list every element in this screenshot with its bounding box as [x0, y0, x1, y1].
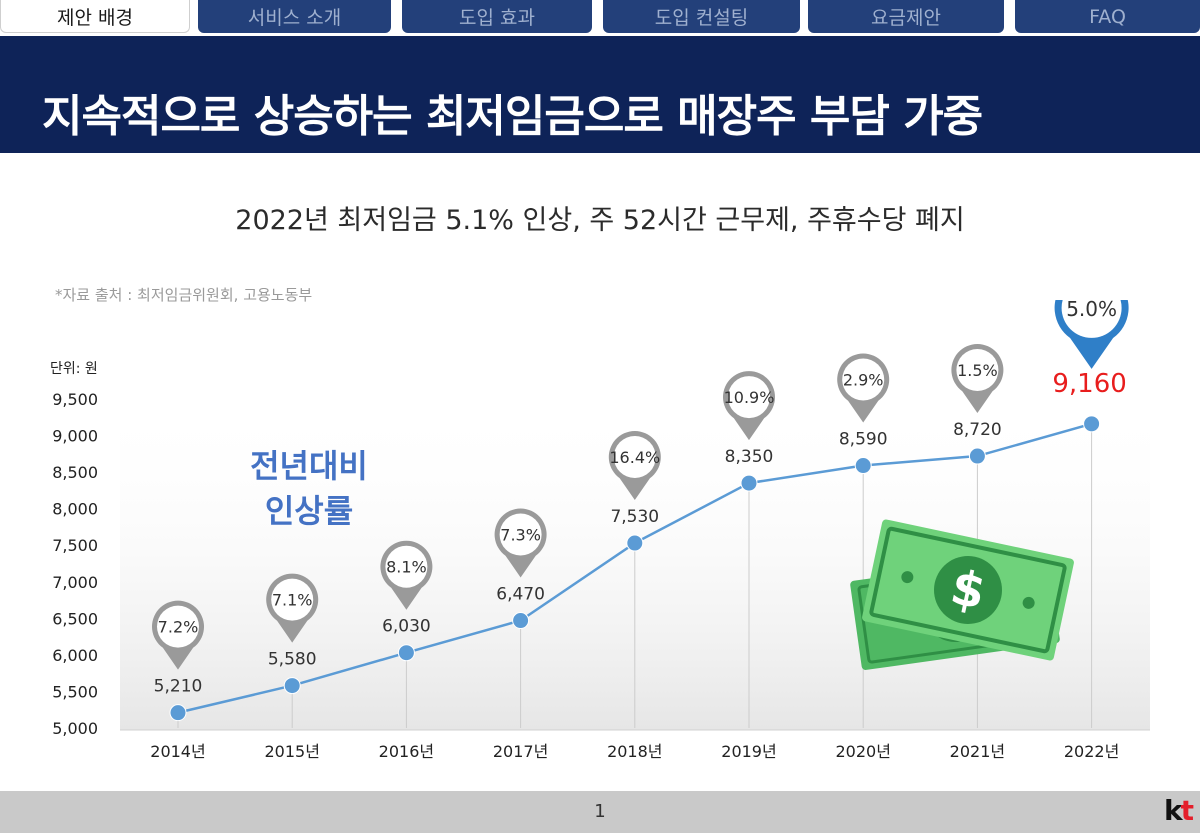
data-label: 7,530	[610, 507, 659, 527]
header-banner: 지속적으로 상승하는 최저임금으로 매장주 부담 가중	[0, 36, 1200, 153]
y-tick-label: 7,500	[52, 536, 98, 555]
kt-logo: kt	[1163, 794, 1194, 827]
data-label: 6,030	[382, 617, 431, 637]
data-label: 6,470	[496, 585, 545, 605]
page-number: 1	[594, 801, 606, 822]
map-pin-icon: 5.0%	[1054, 300, 1129, 369]
y-tick-label: 5,500	[52, 682, 98, 701]
pin-center	[385, 545, 428, 588]
pin-center	[1061, 300, 1122, 338]
line-chart: 5,000 5,500 6,000 6,500 7,000 7,500 8,000 8,500…	[50, 300, 1150, 761]
data-label: 5,580	[268, 650, 317, 670]
map-pin-icon: 16.4%	[608, 431, 661, 501]
pin-center	[613, 436, 656, 479]
growth-rate-label: 7.2%	[158, 618, 199, 637]
data-point	[169, 704, 187, 722]
pin-center	[499, 513, 542, 556]
map-pin-icon: 7.1%	[266, 573, 319, 643]
tab-6[interactable]: FAQ	[1015, 0, 1200, 33]
x-tick-label: 2022년	[1064, 742, 1119, 761]
tab-1[interactable]: 제안 배경	[0, 0, 190, 33]
tab-3[interactable]: 도입 효과	[402, 0, 592, 33]
y-tick-label: 8,500	[52, 463, 98, 482]
data-point	[968, 447, 986, 465]
data-point	[283, 677, 301, 695]
data-point	[397, 644, 415, 662]
x-tick-label: 2016년	[379, 742, 434, 761]
data-label: 8,720	[953, 420, 1002, 440]
data-point	[740, 474, 758, 492]
y-tick-label: 9,500	[52, 390, 98, 409]
footer-bar: 1 kt	[0, 791, 1200, 833]
tab-bar: 제안 배경 서비스 소개 도입 효과 도입 컨설팅 요금제안 FAQ	[0, 0, 1200, 40]
map-pin-icon: 1.5%	[951, 344, 1004, 414]
map-pin-icon: 7.3%	[494, 508, 547, 578]
x-tick-label: 2021년	[950, 742, 1005, 761]
x-tick-label: 2015년	[264, 742, 319, 761]
data-label: 5,210	[154, 677, 203, 697]
growth-rate-label: 8.1%	[386, 558, 427, 577]
y-tick-label: 9,000	[52, 427, 98, 446]
y-tick-label: 7,000	[52, 573, 98, 592]
growth-rate-label: 1.5%	[957, 361, 998, 380]
growth-rate-label: 7.1%	[272, 591, 313, 610]
money-bills-icon: $	[850, 519, 1074, 670]
map-pin-icon: 8.1%	[380, 540, 433, 610]
map-pin-icon: 10.9%	[723, 371, 775, 441]
data-point	[1083, 415, 1101, 433]
x-tick-label: 2018년	[607, 742, 662, 761]
data-point	[512, 612, 530, 630]
growth-rate-label: 7.3%	[500, 526, 541, 545]
data-label: 8,350	[725, 447, 774, 467]
x-tick-label: 2020년	[835, 742, 890, 761]
pin-center	[842, 358, 885, 401]
pin-center	[728, 376, 770, 419]
data-label: 9,160	[1052, 369, 1126, 399]
unit-label: 단위: 원	[50, 361, 98, 377]
page-title: 지속적으로 상승하는 최저임금으로 매장주 부담 가중	[42, 91, 983, 142]
tab-5[interactable]: 요금제안	[808, 0, 1004, 33]
y-tick-label: 5,000	[52, 719, 98, 738]
data-point	[626, 534, 644, 552]
x-tick-label: 2017년	[493, 742, 548, 761]
pin-center	[271, 578, 314, 621]
x-tick-label: 2019년	[721, 742, 776, 761]
tab-2[interactable]: 서비스 소개	[198, 0, 391, 33]
source-note: *자료 출처 : 최저임금위원회, 고용노동부	[55, 286, 313, 304]
tab-4[interactable]: 도입 컨설팅	[603, 0, 800, 33]
pin-center	[157, 605, 199, 648]
map-pin-icon: 2.9%	[837, 353, 890, 423]
y-tick-label: 6,500	[52, 609, 98, 628]
growth-rate-label: 2.9%	[843, 371, 884, 390]
growth-rate-label: 16.4%	[609, 448, 660, 467]
annotation-line1: 전년대비	[250, 447, 368, 485]
subtitle: 2022년 최저임금 5.1% 인상, 주 52시간 근무제, 주휴수당 폐지	[235, 205, 965, 236]
map-pin-icon: 7.2%	[152, 600, 204, 670]
y-tick-label: 8,000	[52, 500, 98, 519]
x-tick-label: 2014년	[150, 742, 205, 761]
growth-rate-label: 5.0%	[1066, 300, 1117, 321]
y-tick-label: 6,000	[52, 646, 98, 665]
data-point	[854, 457, 872, 475]
data-label: 8,590	[839, 430, 888, 450]
growth-rate-label: 10.9%	[724, 388, 775, 407]
annotation-line2: 인상률	[265, 492, 353, 530]
pin-center	[956, 349, 999, 392]
